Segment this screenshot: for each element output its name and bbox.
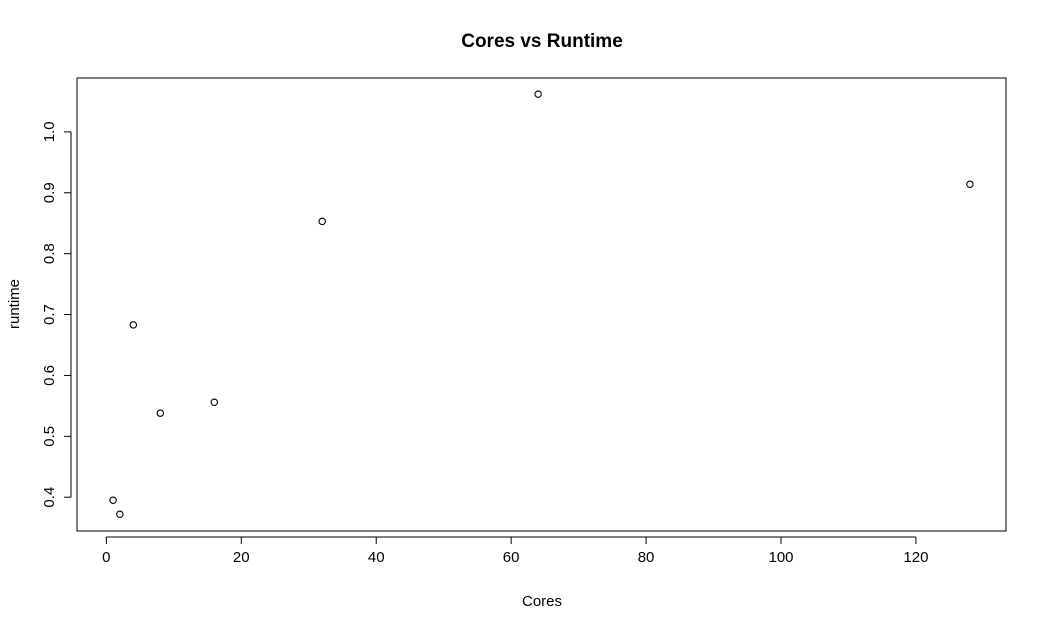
x-tick-label: 100	[768, 549, 793, 566]
data-point	[129, 321, 138, 329]
x-tick-label: 0	[102, 549, 110, 566]
y-axis: 0.4 0.5 0.6 0.7 0.8 0.9 1.0	[41, 121, 72, 508]
data-point	[534, 90, 542, 98]
data-point	[109, 496, 117, 505]
y-axis-label: runtime	[6, 279, 23, 329]
x-tick-label: 60	[503, 549, 520, 566]
x-tick-label: 20	[233, 549, 250, 566]
x-tick-label: 80	[638, 549, 655, 566]
data-point	[116, 510, 124, 519]
y-tick-label: 0.4	[41, 487, 58, 508]
y-tick-label: 0.7	[41, 304, 58, 325]
x-tick-label: 40	[368, 549, 385, 566]
y-tick-label: 1.0	[41, 121, 58, 142]
data-point	[318, 217, 326, 226]
x-axis-label: Cores	[522, 593, 562, 610]
y-tick-label: 0.8	[41, 243, 58, 264]
x-axis: 0 20 40 60 80 100 120	[102, 536, 928, 566]
data-point	[210, 398, 219, 406]
y-tick-label: 0.6	[41, 365, 58, 386]
y-tick-label: 0.5	[41, 426, 58, 447]
chart-title: Cores vs Runtime	[461, 31, 623, 52]
plot-area-frame	[76, 77, 1007, 532]
y-tick-label: 0.9	[41, 182, 58, 203]
x-tick-label: 120	[903, 549, 928, 566]
data-point	[966, 180, 974, 188]
data-point	[156, 409, 165, 417]
data-points	[109, 90, 974, 519]
